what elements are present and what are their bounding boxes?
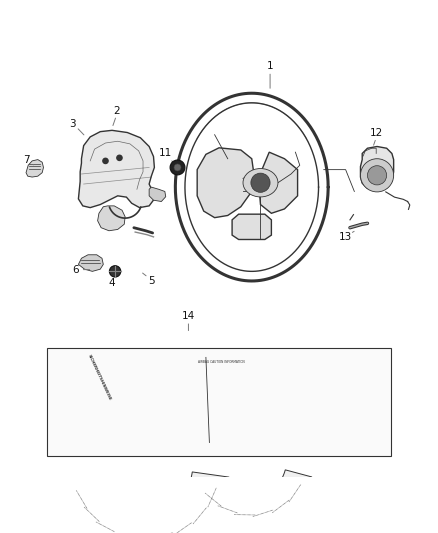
Text: 13: 13 bbox=[339, 232, 352, 243]
Text: 14: 14 bbox=[182, 311, 195, 321]
Circle shape bbox=[360, 159, 394, 192]
Polygon shape bbox=[149, 187, 166, 201]
Text: 12: 12 bbox=[370, 127, 383, 138]
Text: ─────────────────: ───────────────── bbox=[209, 488, 219, 507]
Circle shape bbox=[174, 164, 181, 171]
Polygon shape bbox=[232, 214, 272, 239]
Text: ─────────────────: ───────────────── bbox=[217, 505, 237, 514]
Polygon shape bbox=[187, 470, 312, 528]
Circle shape bbox=[170, 160, 185, 175]
Text: 1: 1 bbox=[267, 61, 273, 71]
Text: ─────────────────: ───────────────── bbox=[290, 484, 303, 503]
Circle shape bbox=[367, 166, 387, 185]
Polygon shape bbox=[78, 255, 103, 271]
Ellipse shape bbox=[243, 168, 278, 197]
Polygon shape bbox=[258, 152, 297, 213]
Circle shape bbox=[251, 173, 270, 192]
Text: ─────────────────: ───────────────── bbox=[74, 489, 86, 508]
Circle shape bbox=[110, 265, 121, 277]
Text: 2: 2 bbox=[113, 106, 120, 116]
Polygon shape bbox=[98, 206, 125, 231]
Text: ─────────────────: ───────────────── bbox=[253, 510, 273, 518]
Text: 6: 6 bbox=[72, 264, 79, 274]
Text: SICHERHEITSHINWEISE: SICHERHEITSHINWEISE bbox=[86, 353, 111, 401]
Bar bbox=[46, 348, 392, 456]
Polygon shape bbox=[49, 472, 229, 533]
Text: 4: 4 bbox=[109, 278, 115, 288]
Text: ─────────────────: ───────────────── bbox=[174, 522, 192, 533]
Text: 11: 11 bbox=[159, 149, 173, 158]
Polygon shape bbox=[360, 147, 394, 190]
Polygon shape bbox=[197, 148, 254, 217]
Text: 7: 7 bbox=[23, 155, 29, 165]
Circle shape bbox=[117, 155, 122, 160]
Text: ─────────────────: ───────────────── bbox=[82, 507, 99, 522]
Polygon shape bbox=[26, 159, 43, 177]
Text: ─────────────────: ───────────────── bbox=[95, 522, 114, 533]
Text: ─────────────────: ───────────────── bbox=[204, 492, 221, 506]
Polygon shape bbox=[78, 131, 154, 208]
Text: ─────────────────: ───────────────── bbox=[272, 500, 290, 513]
Text: 3: 3 bbox=[69, 119, 76, 129]
Text: ─────────────────: ───────────────── bbox=[193, 507, 208, 524]
Text: AIRBAG CAUTION INFORMATION: AIRBAG CAUTION INFORMATION bbox=[198, 360, 244, 364]
Text: 5: 5 bbox=[148, 276, 155, 286]
Text: ─────────────────: ───────────────── bbox=[233, 514, 255, 515]
Circle shape bbox=[103, 158, 108, 164]
